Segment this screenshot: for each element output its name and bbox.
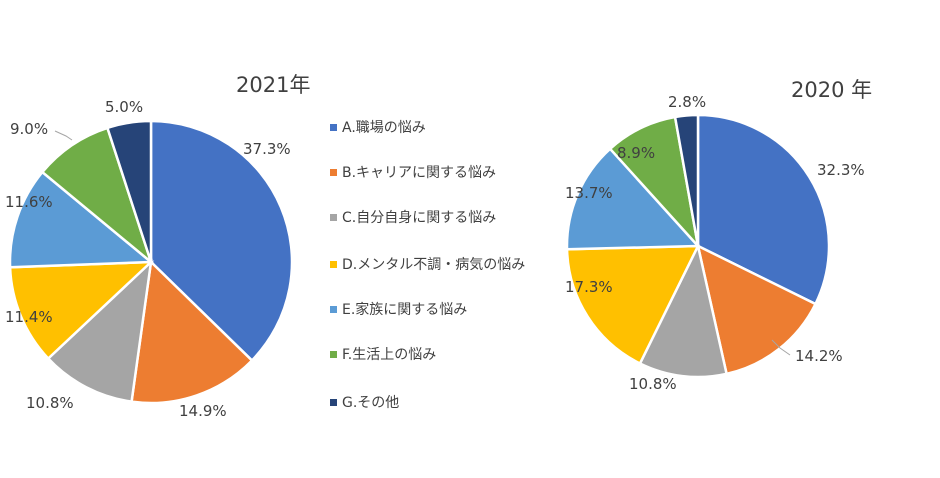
legend-label-c: C.自分自身に関する悩み [342, 210, 497, 226]
pie-2020-label-f: 8.9% [617, 144, 655, 162]
pie-2021-slice-g [105, 119, 153, 263]
pie-2020-label-g: 2.8% [668, 93, 706, 111]
legend-label-g: G.その他 [342, 395, 400, 411]
legend-swatch-b [330, 169, 337, 176]
pie-2020-slice-d [565, 244, 701, 366]
legend-swatch-f [330, 351, 337, 358]
pie-2021-slice-c [46, 258, 153, 404]
pie-2020-slice-a [696, 113, 831, 306]
pie-2021-slice-b [130, 259, 254, 405]
chart-title-2021: 2021年 [236, 73, 310, 97]
pie-2021-slice-f [40, 126, 154, 266]
pie-2020-label-b: 14.2% [795, 347, 843, 365]
legend-label-b: B.キャリアに関する悩み [342, 165, 497, 181]
pie-2020-slice-b [696, 243, 818, 376]
legend-label-e: E.家族に関する悩み [342, 302, 468, 318]
pie-2020-label-c: 10.8% [629, 375, 677, 393]
pie-2020-label-e: 13.7% [565, 184, 613, 202]
pie-2021-label-c: 10.8% [26, 394, 74, 412]
pie-2021: 37.3% 14.9% 10.8% 11.4% 11.6% 9.0% 5.0% [5, 98, 294, 420]
pie-2020-label-a: 32.3% [817, 161, 865, 179]
pie-2021-label-b: 14.9% [179, 402, 227, 420]
legend-swatch-d [330, 261, 337, 268]
pie-2021-label-d: 11.4% [5, 308, 53, 326]
legend-swatch-e [330, 306, 337, 313]
legend-swatch-g [330, 399, 337, 406]
pie-2021-leader-f [54, 130, 73, 141]
pie-2020-slice-e [565, 147, 701, 251]
pie-2021-slice-e [8, 170, 155, 269]
pie-2020: 32.3% 14.2% 10.8% 17.3% 13.7% 8.9% 2.8% [565, 93, 865, 393]
legend-swatch-c [330, 214, 337, 221]
legend-label-d: D.メンタル不調・病気の悩み [342, 257, 526, 273]
pie-2020-label-d: 17.3% [565, 278, 613, 296]
chart-title-2020: 2020 年 [791, 78, 872, 102]
pie-2021-label-f: 9.0% [10, 120, 48, 138]
legend-swatch-a [330, 124, 337, 131]
pie-2020-slice-c [638, 242, 729, 379]
pie-2020-leader-b [771, 339, 791, 356]
pie-2020-slice-g [673, 113, 700, 247]
pie-2021-label-e: 11.6% [5, 193, 53, 211]
legend-label-a: A.職場の悩み [342, 120, 426, 136]
pie-2021-label-a: 37.3% [243, 140, 291, 158]
pie-2021-slice-a [149, 119, 294, 363]
pie-2021-label-g: 5.0% [105, 98, 143, 116]
pie-2021-slice-d [8, 260, 155, 361]
legend-label-f: F.生活上の悩み [342, 347, 437, 363]
